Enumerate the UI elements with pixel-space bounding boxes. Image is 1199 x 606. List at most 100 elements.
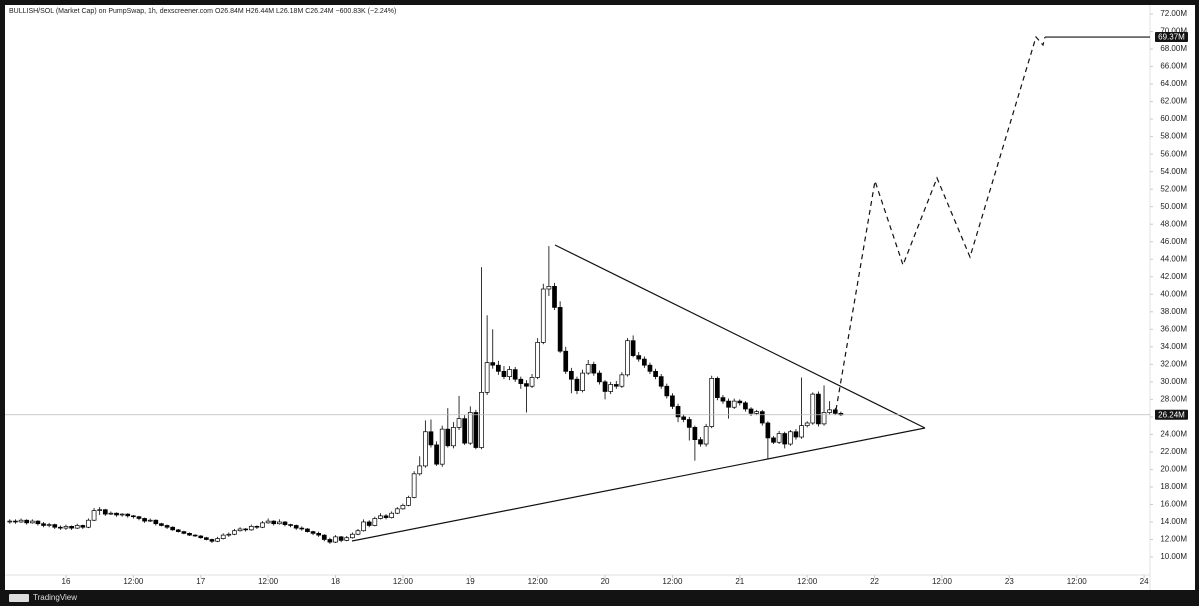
candle-body [512,369,518,380]
candle-body [406,497,411,506]
candle-body [91,510,97,521]
candle-body [125,513,131,517]
candle-body [97,509,103,511]
candle-body [535,342,541,378]
candle-body [670,395,675,407]
candle-body [277,521,282,525]
candle-body [69,526,74,529]
candle-body [192,534,198,537]
candle-body [726,400,731,408]
candle-body [782,433,788,445]
candle-body [473,412,479,448]
candle-body [743,402,748,410]
x-tick-label: 21 [735,577,744,586]
candle-body [305,528,310,532]
x-tick-label: 18 [331,577,340,586]
x-tick-label: 12:00 [528,577,549,586]
y-tick-label: 32.00M [1160,359,1187,368]
y-tick-label: 46.00M [1160,237,1187,246]
candle-body [462,418,468,444]
y-tick-label: 64.00M [1160,79,1187,88]
candle-body [170,526,176,531]
candle-body [220,534,226,539]
x-tick-label: 12:00 [258,577,279,586]
candle-body [832,409,838,414]
candle-body [681,416,687,420]
candle-body [793,431,799,438]
footer-brand: TradingView [33,593,77,602]
candle-body [361,521,366,532]
y-tick-label: 38.00M [1160,307,1187,316]
y-tick-label: 60.00M [1160,114,1187,123]
y-tick-label: 40.00M [1160,289,1187,298]
candle-body [147,519,153,522]
candle-body [63,526,69,529]
y-tick-label: 52.00M [1160,184,1187,193]
candle-body [636,355,642,360]
candle-body [591,363,597,374]
candle-body [35,520,41,525]
candle-body [456,418,462,428]
y-tick-label: 14.00M [1160,517,1187,526]
candle-body [58,526,63,529]
x-tick-label: 12:00 [662,577,683,586]
candle-body [434,444,439,465]
y-tick-label: 12.00M [1160,535,1187,544]
chart-title: BULLISH/SOL (Market Cap) on PumpSwap, 1h… [9,8,396,15]
candle-body [524,383,529,387]
candle-body [411,473,417,498]
candle-body [714,377,720,398]
candle-body [827,409,833,413]
candle-body [799,425,804,438]
target-label-box [1155,32,1188,43]
price-label: 26.24M [1158,410,1185,419]
candle-body [703,426,709,445]
y-tick-label: 16.00M [1160,500,1187,509]
y-tick-label: 44.00M [1160,254,1187,263]
y-tick-label: 42.00M [1160,272,1187,281]
x-tick-label: 12:00 [932,577,953,586]
y-tick-label: 70.00M [1160,27,1187,36]
candle-body [198,535,204,539]
candle-body [46,524,52,526]
candle-body [507,369,512,377]
candle-body [232,530,237,535]
candle-body [102,509,108,515]
candle-body [602,381,608,392]
candle-body [821,412,827,425]
candle-body [372,518,378,526]
candle-body [597,372,602,383]
candle-body [52,524,58,528]
candle-body [563,350,569,372]
candle-body [378,515,383,519]
candle-body [338,536,344,541]
candle-body [181,531,187,534]
candle-body [293,525,299,529]
candle-body [394,508,400,514]
candle-body [552,286,557,308]
y-tick-label: 50.00M [1160,202,1187,211]
candle-body [248,526,254,531]
candle-body [321,534,327,540]
candle-body [540,288,546,343]
candle-body [400,504,406,510]
x-tick-label: 16 [62,577,71,586]
candle-body [451,427,456,447]
candle-body [585,363,591,374]
y-tick-label: 56.00M [1160,149,1187,158]
y-tick-label: 30.00M [1160,377,1187,386]
candle-body [428,431,434,446]
candle-body [282,521,288,525]
y-tick-label: 72.00M [1160,9,1187,18]
x-tick-label: 17 [196,577,205,586]
candle-body [720,397,726,402]
candle-body [86,519,91,528]
candle-body [175,529,181,532]
candle-body [613,384,619,387]
candle-body [619,374,625,387]
candle-body [316,533,322,536]
candle-body [265,520,271,524]
candle-body [698,439,703,445]
